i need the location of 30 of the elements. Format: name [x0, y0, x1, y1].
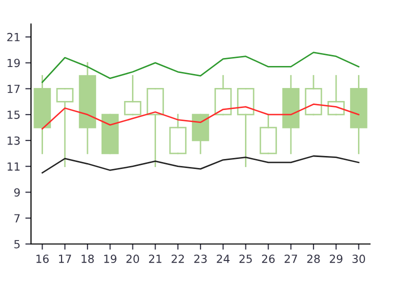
y-tick-label: 7	[14, 214, 20, 222]
y-tick-label: 5	[14, 240, 20, 248]
x-tick-label: 23	[194, 254, 207, 264]
x-tick-label: 29	[330, 254, 342, 264]
y-tick-label: 9	[14, 188, 20, 197]
x-tick-label: 20	[126, 254, 140, 264]
line-series	[42, 52, 360, 83]
candlestick	[78, 62, 96, 154]
y-tick-label: 17	[8, 84, 20, 93]
x-tick-label: 24	[216, 254, 230, 263]
candlestick	[350, 75, 368, 154]
x-tick-label: 19	[104, 254, 116, 264]
candlestick	[282, 75, 300, 154]
x-tick-label: 25	[239, 254, 252, 264]
y-tick-label: 19	[8, 58, 20, 68]
x-tick-label: 17	[59, 254, 72, 263]
x-tick-label: 27	[284, 254, 298, 263]
x-tick-label: 22	[172, 254, 184, 263]
y-tick-label: 11	[8, 162, 20, 171]
y-tick-label: 15	[8, 110, 20, 119]
x-tick-label: 26	[262, 254, 275, 264]
x-tick-label: 30	[352, 254, 366, 264]
candlestick	[34, 75, 51, 154]
x-tick-label: 18	[82, 254, 94, 264]
line-series	[42, 155, 360, 174]
x-tick-label: 28	[307, 254, 320, 264]
y-tick-label: 13	[8, 136, 20, 145]
x-tick-label: 21	[149, 254, 162, 263]
x-tick-label: 16	[36, 254, 49, 264]
y-tick-label: 21	[7, 32, 20, 42]
